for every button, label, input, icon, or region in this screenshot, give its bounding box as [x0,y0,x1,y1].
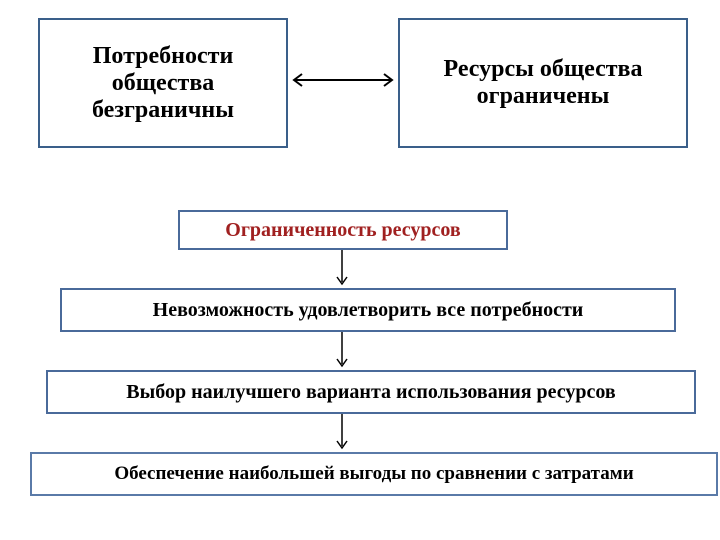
box-max-benefit-text: Обеспечение наибольшей выгоды по сравнен… [114,463,633,485]
box-needs-unlimited-text: Потребности общества безграничны [40,43,286,124]
box-resources-limited: Ресурсы общества ограничены [398,18,688,148]
box-best-choice-text: Выбор наилучшего варианта использования … [126,381,615,404]
box-resource-scarcity-text: Ограниченность ресурсов [225,219,460,242]
box-needs-unlimited: Потребности общества безграничны [38,18,288,148]
box-max-benefit: Обеспечение наибольшей выгоды по сравнен… [30,452,718,496]
arrow-down-1 [334,250,350,288]
arrow-down-2 [334,332,350,370]
box-impossible-satisfy: Невозможность удовлетворить все потребно… [60,288,676,332]
box-best-choice: Выбор наилучшего варианта использования … [46,370,696,414]
arrow-double-horizontal [288,70,398,90]
box-impossible-satisfy-text: Невозможность удовлетворить все потребно… [153,299,584,322]
arrow-down-3 [334,414,350,452]
box-resources-limited-text: Ресурсы общества ограничены [400,56,686,110]
box-resource-scarcity: Ограниченность ресурсов [178,210,508,250]
